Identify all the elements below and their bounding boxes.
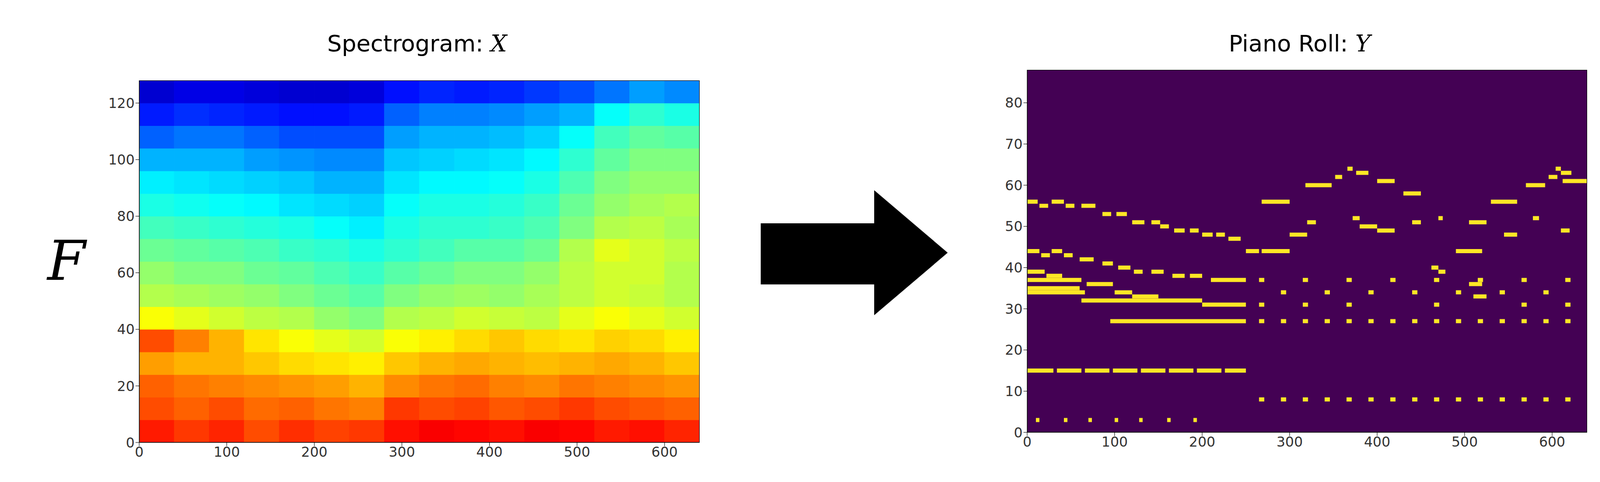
- svg-text:40: 40: [117, 321, 135, 338]
- svg-text:100: 100: [213, 443, 240, 460]
- svg-text:600: 600: [1538, 433, 1566, 450]
- svg-text:80: 80: [1005, 94, 1023, 111]
- svg-text:300: 300: [388, 443, 415, 460]
- svg-text:120: 120: [108, 95, 135, 112]
- svg-text:200: 200: [301, 443, 328, 460]
- svg-text:100: 100: [108, 151, 135, 168]
- svg-text:100: 100: [1101, 433, 1128, 450]
- svg-text:30: 30: [1005, 300, 1023, 317]
- svg-text:80: 80: [117, 208, 135, 225]
- svg-text:40: 40: [1005, 259, 1023, 276]
- svg-text:500: 500: [1451, 433, 1478, 450]
- svg-text:500: 500: [563, 443, 590, 460]
- svg-text:20: 20: [1005, 341, 1023, 358]
- svg-text:20: 20: [117, 378, 135, 395]
- svg-text:0: 0: [1022, 433, 1032, 450]
- html-text:F: F: [47, 228, 86, 293]
- svg-text:400: 400: [1363, 433, 1391, 450]
- svg-text:0: 0: [134, 443, 144, 460]
- svg-text:70: 70: [1005, 135, 1023, 153]
- svg-text:0: 0: [1013, 424, 1023, 441]
- svg-text:10: 10: [1005, 383, 1023, 400]
- svg-text:60: 60: [1005, 177, 1023, 194]
- svg-text:0: 0: [125, 434, 135, 451]
- svg-text:60: 60: [117, 264, 135, 281]
- svg-text:200: 200: [1188, 433, 1216, 450]
- svg-text:600: 600: [651, 443, 678, 460]
- svg-text:50: 50: [1005, 218, 1023, 235]
- svg-text:400: 400: [476, 443, 503, 460]
- html-text:Spectrogram: X: Spectrogram: X: [327, 30, 508, 57]
- svg-text:300: 300: [1276, 433, 1303, 450]
- html-text:Piano Roll: Y: Piano Roll: Y: [1228, 30, 1371, 57]
